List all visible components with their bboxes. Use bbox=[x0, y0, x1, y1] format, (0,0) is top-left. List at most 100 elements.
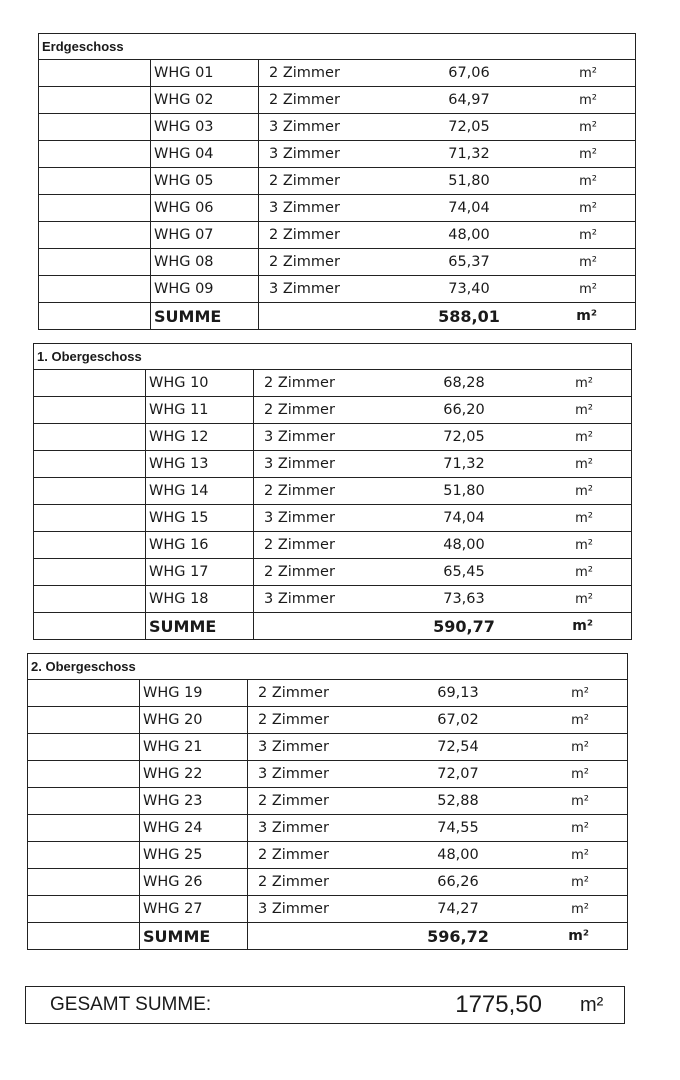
table-row: WHG 02 2 Zimmer 64,97 m² bbox=[39, 87, 635, 114]
unit-id-text: WHG 25 bbox=[143, 847, 203, 863]
empty-cell bbox=[34, 505, 146, 531]
unit-id: WHG 10 bbox=[146, 370, 254, 396]
table-row: WHG 15 3 Zimmer 74,04 m² bbox=[34, 505, 631, 532]
room-count: 2 Zimmer bbox=[269, 227, 340, 243]
area-value: 48,00 bbox=[448, 227, 490, 243]
area-unit: m² bbox=[571, 820, 589, 836]
unit-id: WHG 23 bbox=[140, 788, 248, 814]
area-value: 68,28 bbox=[443, 375, 485, 391]
empty-cell bbox=[28, 734, 140, 760]
room-count: 3 Zimmer bbox=[258, 901, 329, 917]
sum-row: SUMME 590,77 m² bbox=[34, 613, 631, 639]
area-value: 67,06 bbox=[448, 65, 490, 81]
empty-cell bbox=[34, 370, 146, 396]
unit-id-text: WHG 27 bbox=[143, 901, 203, 917]
room-count: 2 Zimmer bbox=[264, 537, 335, 553]
table-row: WHG 13 3 Zimmer 71,32 m² bbox=[34, 451, 631, 478]
unit-id: WHG 07 bbox=[151, 222, 259, 248]
area-value: 72,07 bbox=[437, 766, 479, 782]
area-unit: m² bbox=[571, 874, 589, 890]
floor-title: 1. Obergeschoss bbox=[34, 344, 631, 370]
unit-id-text: WHG 22 bbox=[143, 766, 203, 782]
sum-label-text: SUMME bbox=[149, 616, 217, 636]
room-count: 3 Zimmer bbox=[269, 146, 340, 162]
area-value: 51,80 bbox=[448, 173, 490, 189]
area-unit: m² bbox=[575, 510, 593, 526]
unit-id-text: WHG 01 bbox=[154, 65, 214, 81]
grand-total-box: GESAMT SUMME: 1775,50 m² bbox=[25, 986, 625, 1024]
area-unit: m² bbox=[579, 200, 597, 216]
table-row: WHG 22 3 Zimmer 72,07 m² bbox=[28, 761, 627, 788]
unit-id-text: WHG 04 bbox=[154, 146, 214, 162]
area-value: 73,40 bbox=[448, 281, 490, 297]
empty-cell bbox=[28, 815, 140, 841]
empty-cell bbox=[34, 424, 146, 450]
unit-id-text: WHG 12 bbox=[149, 429, 209, 445]
empty-cell bbox=[39, 195, 151, 221]
sum-value: 590,77 bbox=[433, 616, 495, 636]
unit-id: WHG 21 bbox=[140, 734, 248, 760]
area-unit: m² bbox=[575, 591, 593, 607]
empty-cell bbox=[34, 451, 146, 477]
table-row: WHG 18 3 Zimmer 73,63 m² bbox=[34, 586, 631, 613]
empty-cell bbox=[28, 788, 140, 814]
grand-total-value: 1775,50 bbox=[455, 991, 542, 1018]
room-count: 3 Zimmer bbox=[269, 281, 340, 297]
area-value: 51,80 bbox=[443, 483, 485, 499]
area-unit: m² bbox=[571, 901, 589, 917]
empty-cell bbox=[28, 896, 140, 922]
area-unit: m² bbox=[579, 92, 597, 108]
area-unit: m² bbox=[579, 146, 597, 162]
table-row: WHG 17 2 Zimmer 65,45 m² bbox=[34, 559, 631, 586]
area-value: 66,26 bbox=[437, 874, 479, 890]
floor-table: 2. Obergeschoss WHG 19 2 Zimmer 69,13 m²… bbox=[27, 653, 628, 950]
empty-cell bbox=[39, 60, 151, 86]
table-row: WHG 12 3 Zimmer 72,05 m² bbox=[34, 424, 631, 451]
unit-id-text: WHG 20 bbox=[143, 712, 203, 728]
table-row: WHG 19 2 Zimmer 69,13 m² bbox=[28, 680, 627, 707]
area-value: 52,88 bbox=[437, 793, 479, 809]
unit-id: WHG 24 bbox=[140, 815, 248, 841]
unit-id: WHG 15 bbox=[146, 505, 254, 531]
table-row: WHG 08 2 Zimmer 65,37 m² bbox=[39, 249, 635, 276]
unit-id-text: WHG 16 bbox=[149, 537, 209, 553]
unit-id: WHG 20 bbox=[140, 707, 248, 733]
empty-cell bbox=[39, 168, 151, 194]
empty-cell bbox=[28, 680, 140, 706]
empty-cell bbox=[39, 222, 151, 248]
sum-label: SUMME bbox=[140, 923, 248, 949]
area-unit: m² bbox=[571, 739, 589, 755]
sum-unit: m² bbox=[576, 308, 597, 324]
empty-cell bbox=[28, 761, 140, 787]
empty-cell bbox=[34, 397, 146, 423]
unit-id: WHG 22 bbox=[140, 761, 248, 787]
empty-cell bbox=[28, 923, 140, 949]
area-value: 74,27 bbox=[437, 901, 479, 917]
area-unit: m² bbox=[571, 685, 589, 701]
empty-cell bbox=[28, 707, 140, 733]
floor-title: 2. Obergeschoss bbox=[28, 654, 627, 680]
area-unit: m² bbox=[575, 375, 593, 391]
unit-id-text: WHG 17 bbox=[149, 564, 209, 580]
area-unit: m² bbox=[579, 65, 597, 81]
grand-total-unit: m² bbox=[580, 993, 604, 1016]
sum-value: 588,01 bbox=[438, 306, 500, 326]
empty-cell bbox=[28, 842, 140, 868]
unit-id: WHG 04 bbox=[151, 141, 259, 167]
room-count: 3 Zimmer bbox=[258, 766, 329, 782]
empty-cell bbox=[34, 586, 146, 612]
empty-cell bbox=[39, 87, 151, 113]
sum-row: SUMME 596,72 m² bbox=[28, 923, 627, 949]
sum-unit: m² bbox=[572, 618, 593, 634]
area-value: 71,32 bbox=[448, 146, 490, 162]
room-count: 3 Zimmer bbox=[264, 429, 335, 445]
unit-id: WHG 02 bbox=[151, 87, 259, 113]
area-value: 67,02 bbox=[437, 712, 479, 728]
unit-id-text: WHG 11 bbox=[149, 402, 209, 418]
room-count: 3 Zimmer bbox=[258, 820, 329, 836]
empty-cell bbox=[34, 559, 146, 585]
floor-table: 1. Obergeschoss WHG 10 2 Zimmer 68,28 m²… bbox=[33, 343, 632, 640]
unit-id: WHG 09 bbox=[151, 276, 259, 302]
area-unit: m² bbox=[579, 281, 597, 297]
unit-id-text: WHG 18 bbox=[149, 591, 209, 607]
